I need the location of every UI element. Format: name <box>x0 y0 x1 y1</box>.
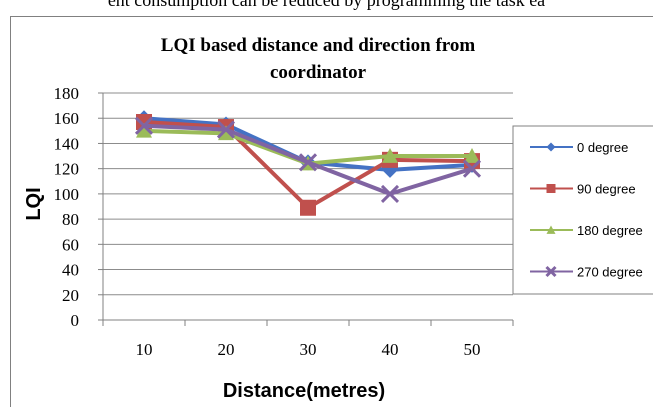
data-point <box>134 116 154 135</box>
legend-item: 90 degree <box>530 182 636 197</box>
series-lines <box>134 110 482 216</box>
legend-marker <box>545 265 557 278</box>
legend-marker <box>546 142 556 152</box>
legend-item: 180 degree <box>530 223 643 238</box>
x-tick-label: 10 <box>136 340 153 359</box>
data-point <box>382 148 398 163</box>
chart-title-line-2: coordinator <box>270 62 367 83</box>
legend-item: 270 degree <box>530 265 643 280</box>
y-tick-label: 80 <box>62 210 79 229</box>
legend-marker <box>546 225 556 234</box>
data-point <box>462 159 482 178</box>
y-tick-labels: 0 20 40 60 80 100 120 140 160 180 <box>54 84 80 330</box>
legend-label: 90 degree <box>577 182 636 197</box>
y-tick-label: 60 <box>62 235 79 254</box>
x-tick-labels: 10 20 30 40 50 <box>136 340 481 359</box>
y-tick-label: 0 <box>71 311 80 330</box>
legend-label: 270 degree <box>577 265 643 280</box>
series-270-degree <box>134 116 482 203</box>
x-axis-label: Distance(metres) <box>223 380 385 402</box>
x-tick-label: 20 <box>218 340 235 359</box>
data-point <box>218 125 234 141</box>
y-tick-label: 160 <box>54 109 80 128</box>
legend-label: 180 degree <box>577 223 643 238</box>
data-point <box>216 120 236 139</box>
legend-item: 0 degree <box>530 140 628 155</box>
gridlines <box>103 92 513 296</box>
x-tick-label: 40 <box>382 340 399 359</box>
legend-marker <box>546 184 556 193</box>
y-axis-label: LQI <box>23 187 45 220</box>
y-tick-label: 180 <box>54 84 80 103</box>
y-tick-label: 120 <box>54 160 80 179</box>
y-tick-label: 20 <box>62 286 79 305</box>
y-tick-label: 140 <box>54 134 80 153</box>
data-point <box>300 199 316 216</box>
chart-title-line-1: LQI based distance and direction from <box>161 35 476 56</box>
document-caption-text: ent consumption can be reduced by progra… <box>107 0 546 10</box>
data-point <box>298 153 318 172</box>
legend: 0 degree 90 degree 180 degree 270 degree <box>530 140 643 280</box>
x-tick-label: 50 <box>464 340 481 359</box>
legend-label: 0 degree <box>577 140 628 155</box>
axes <box>98 92 514 326</box>
y-tick-label: 40 <box>62 261 79 280</box>
data-point <box>380 184 400 203</box>
data-point <box>464 148 480 163</box>
legend-box <box>512 125 653 295</box>
data-point <box>136 122 152 138</box>
x-tick-label: 30 <box>300 340 317 359</box>
y-tick-label: 100 <box>54 185 80 204</box>
